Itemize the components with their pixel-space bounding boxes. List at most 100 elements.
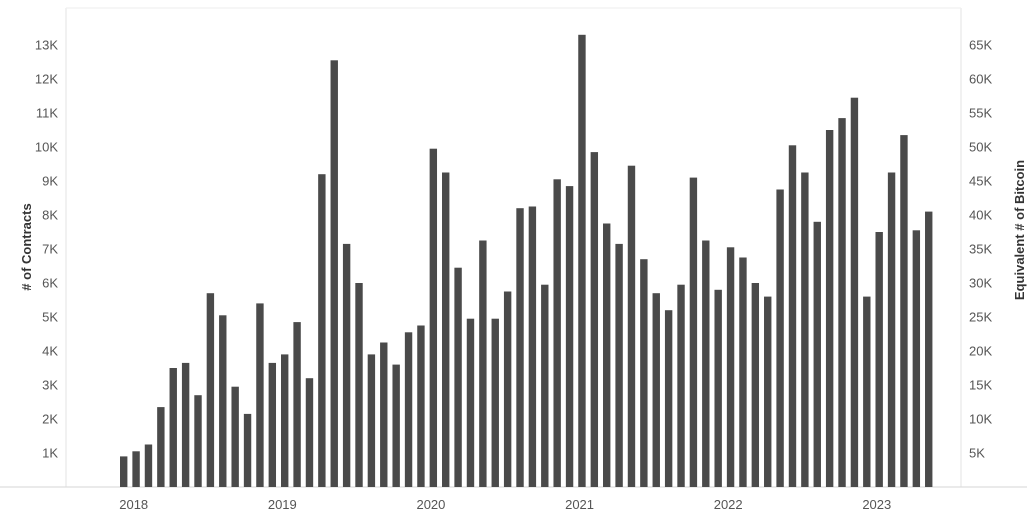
y-tick-label-left: 1K xyxy=(42,446,58,461)
x-tick-label: 2019 xyxy=(268,497,297,512)
y-tick-label-left: 9K xyxy=(42,174,58,189)
bar-2020-09 xyxy=(516,208,524,487)
bar-2019-10 xyxy=(380,342,388,487)
y-tick-label-right: 65K xyxy=(969,38,992,53)
bar-2020-02 xyxy=(429,148,438,487)
bar-2022-03 xyxy=(739,257,747,487)
bar-2020-06 xyxy=(479,240,487,487)
x-tick-label: 2023 xyxy=(862,497,891,512)
x-tick-labels: 2018 2019 2020 2021 2022 2023 xyxy=(119,497,891,512)
bar-2022-04 xyxy=(751,283,760,487)
y-tick-label-left: 7K xyxy=(42,242,58,257)
bar-2019-06 xyxy=(330,60,338,488)
bar-2018-08 xyxy=(206,293,215,487)
bar-2019-04 xyxy=(305,378,314,487)
y-tick-label-right: 5K xyxy=(969,446,985,461)
y-tick-label-right: 50K xyxy=(969,140,992,155)
bar-2021-03 xyxy=(590,152,599,487)
bar-2022-07 xyxy=(788,145,797,488)
bar-2021-05 xyxy=(615,243,623,487)
y-tick-label-left: 6K xyxy=(42,276,58,291)
bar-2018-05 xyxy=(169,368,177,487)
bar-2018-09 xyxy=(219,315,227,487)
bar-undefined xyxy=(925,211,933,487)
bar-2022-05 xyxy=(764,296,772,487)
bar-2021-07 xyxy=(640,259,648,487)
bar-2019-07 xyxy=(342,243,351,487)
y-tick-label-left: 13K xyxy=(35,38,58,53)
bar-2023-03 xyxy=(887,172,896,487)
y-axis-title-left: # of Contracts xyxy=(19,203,34,290)
bar-2018-11 xyxy=(243,413,252,487)
y-axis-title-right: Equivalent # of Bitcoin xyxy=(1012,160,1027,300)
y-tick-label-right: 30K xyxy=(969,276,992,291)
bar-2018-06 xyxy=(181,362,190,487)
bar-2019-03 xyxy=(293,322,301,487)
bar-2021-04 xyxy=(603,223,611,487)
bar-2020-05 xyxy=(466,318,475,487)
left-y-tick-labels: 1K 2K 3K 4K 5K 6K 7K 8K 9K 10K 11K 12K 13K xyxy=(35,38,58,461)
x-tick-label: 2018 xyxy=(119,497,148,512)
bar-2022-10 xyxy=(825,130,834,487)
y-tick-label-left: 8K xyxy=(42,208,58,223)
x-tick-label: 2021 xyxy=(565,497,594,512)
bar-2022-01 xyxy=(714,289,722,487)
bar-2018-01 xyxy=(120,456,128,487)
bar-2018-12 xyxy=(256,303,264,487)
bars-group xyxy=(120,34,933,488)
bar-2019-05 xyxy=(318,174,326,487)
bar-2022-02 xyxy=(726,247,735,487)
bar-2020-08 xyxy=(503,291,512,487)
bar-2023-04 xyxy=(900,135,908,487)
bar-2019-09 xyxy=(367,354,376,487)
bar-2020-12 xyxy=(553,179,561,488)
y-tick-label-left: 5K xyxy=(42,310,58,325)
y-tick-label-left: 2K xyxy=(42,412,58,427)
y-tick-label-right: 55K xyxy=(969,106,992,121)
bar-2023-05 xyxy=(912,230,921,488)
bar-2020-07 xyxy=(491,318,499,487)
bar-2019-02 xyxy=(281,354,289,487)
y-tick-label-right: 40K xyxy=(969,208,992,223)
bar-2021-10 xyxy=(677,284,685,487)
bar-2022-06 xyxy=(776,189,784,487)
bar-2018-04 xyxy=(157,407,165,487)
y-tick-label-right: 15K xyxy=(969,378,992,393)
y-tick-label-right: 25K xyxy=(969,310,992,325)
bar-2023-02 xyxy=(875,232,883,487)
bar-2021-12 xyxy=(702,240,710,487)
bar-2020-11 xyxy=(541,284,549,487)
bar-2020-01 xyxy=(417,325,425,487)
y-tick-label-right: 10K xyxy=(969,412,992,427)
chart-frame xyxy=(0,7,1027,488)
bar-2018-10 xyxy=(231,386,239,487)
bar-2021-09 xyxy=(664,310,673,487)
bar-2019-08 xyxy=(355,283,363,487)
bar-2018-03 xyxy=(144,444,153,487)
y-tick-label-left: 10K xyxy=(35,140,58,155)
y-tick-label-left: 3K xyxy=(42,378,58,393)
bar-2020-10 xyxy=(528,206,537,487)
bar-2021-02 xyxy=(578,34,586,488)
bar-2018-07 xyxy=(194,395,202,487)
y-tick-label-right: 35K xyxy=(969,242,992,257)
bar-2019-12 xyxy=(404,332,413,487)
bar-2022-12 xyxy=(850,97,859,487)
y-tick-label-left: 12K xyxy=(35,72,58,87)
x-tick-label: 2020 xyxy=(416,497,445,512)
bar-2022-08 xyxy=(801,172,809,487)
bar-2019-11 xyxy=(392,364,400,487)
bar-2021-06 xyxy=(627,165,636,487)
y-tick-label-left: 11K xyxy=(36,106,58,121)
y-tick-label-right: 45K xyxy=(969,174,992,189)
x-tick-label: 2022 xyxy=(714,497,743,512)
bar-2018-02 xyxy=(132,451,140,487)
bar-2021-08 xyxy=(652,293,660,487)
bar-2021-11 xyxy=(689,177,698,487)
bar-2023-01 xyxy=(863,296,871,487)
right-y-tick-labels: 5K 10K 15K 20K 25K 30K 35K 40K 45K 50K 55K 60K 65K xyxy=(969,38,992,461)
y-tick-label-right: 60K xyxy=(969,72,992,87)
bar-2022-11 xyxy=(838,118,846,487)
y-tick-label-right: 20K xyxy=(969,344,992,359)
